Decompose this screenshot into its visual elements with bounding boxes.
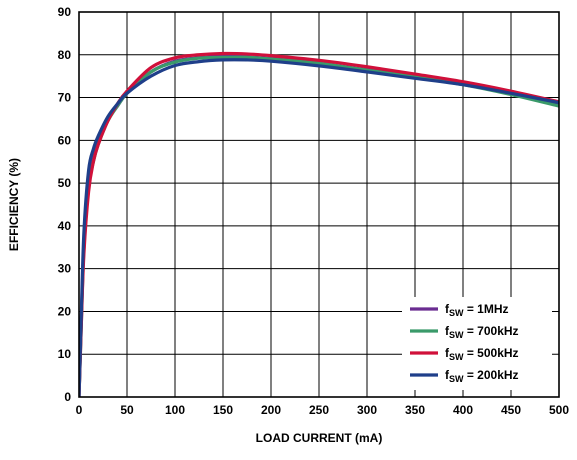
y-tick-label: 50 <box>58 176 72 190</box>
x-tick-label: 500 <box>549 403 569 417</box>
x-tick-label: 450 <box>501 403 521 417</box>
y-tick-label: 0 <box>64 390 71 404</box>
x-tick-label: 100 <box>165 403 185 417</box>
legend-label: fSW = 700kHz <box>445 324 519 340</box>
legend: fSW = 1MHz fSW = 700kHz fSW = 500kHz fSW = … <box>402 297 552 390</box>
y-tick-label: 30 <box>58 262 72 276</box>
x-tick-label: 300 <box>357 403 377 417</box>
series-line-500khz <box>79 51 559 397</box>
y-tick-label: 40 <box>58 219 72 233</box>
y-tick-label: 20 <box>58 304 72 318</box>
y-tick-label: 60 <box>58 133 72 147</box>
legend-label: fSW = 200kHz <box>445 368 519 384</box>
series-line-200khz <box>79 58 559 397</box>
x-tick-label: 50 <box>120 403 134 417</box>
y-tick-label: 90 <box>58 5 72 19</box>
tick-layer: 0 50 100 150 200 250 300 350 400 450 500 0 10 20 30 40 5… <box>58 5 570 417</box>
legend-label: fSW = 1MHz <box>445 302 509 318</box>
x-tick-label: 200 <box>261 403 281 417</box>
x-tick-label: 350 <box>405 403 425 417</box>
plot-frame <box>78 11 560 398</box>
x-tick-label: 250 <box>309 403 329 417</box>
x-tick-label: 0 <box>76 403 83 417</box>
x-tick-label: 150 <box>213 403 233 417</box>
legend-label: fSW = 500kHz <box>445 346 519 362</box>
y-tick-label: 80 <box>58 48 72 62</box>
x-tick-label: 400 <box>453 403 473 417</box>
y-tick-label: 70 <box>58 91 72 105</box>
series-layer <box>79 51 559 397</box>
y-axis-title: EFFICIENCY (%) <box>7 158 21 251</box>
y-tick-label: 10 <box>58 347 72 361</box>
x-axis-title: LOAD CURRENT (mA) <box>256 431 383 445</box>
grid-layer <box>79 12 559 397</box>
